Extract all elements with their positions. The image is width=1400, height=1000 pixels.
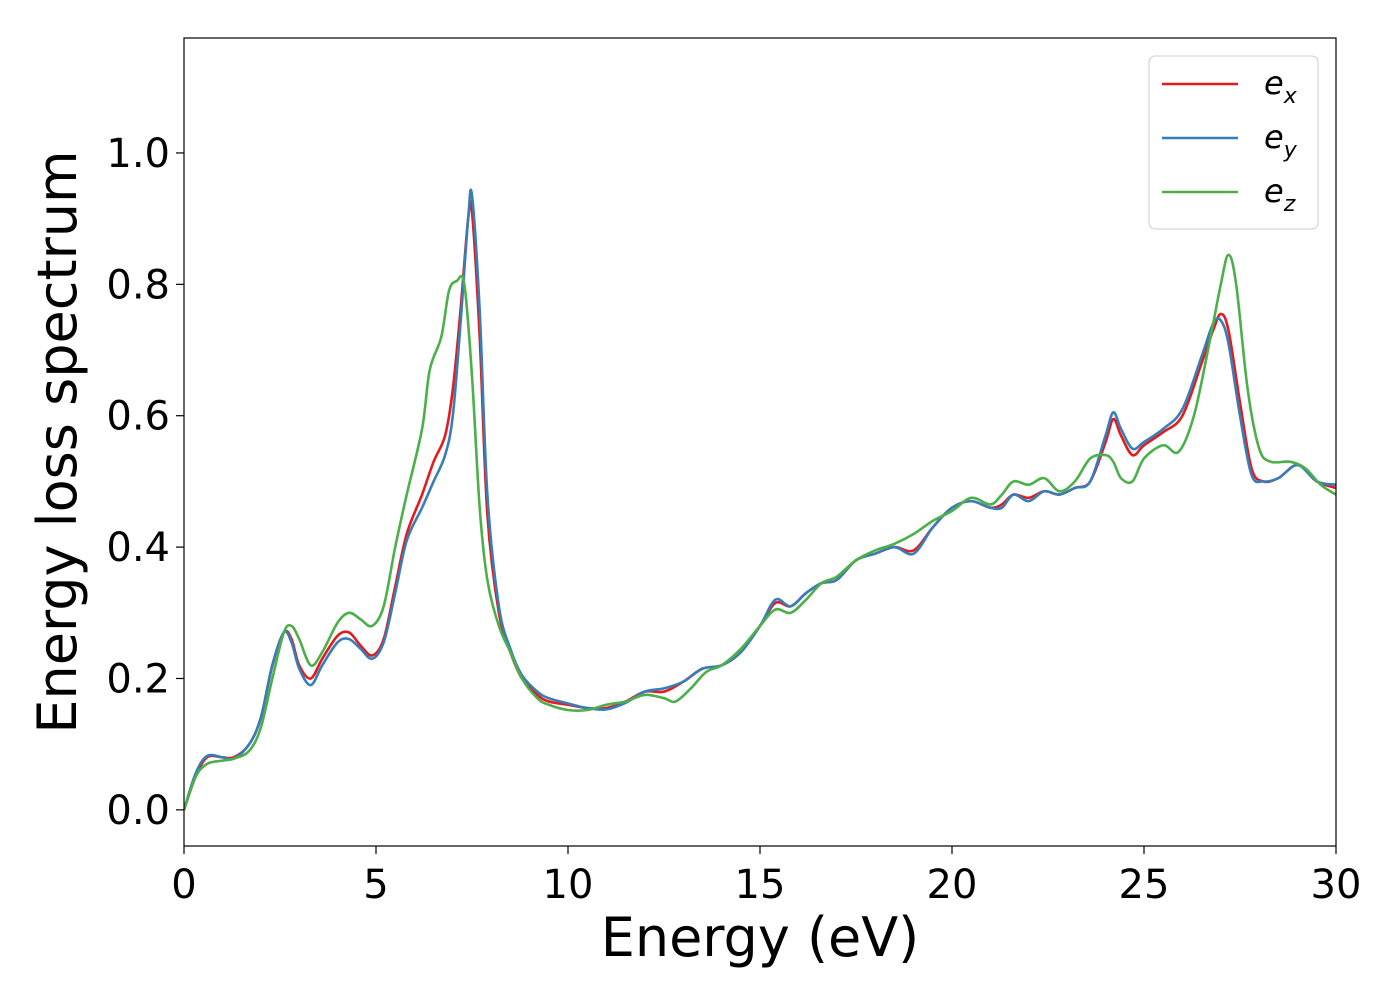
legend-label-ez: ez — [1264, 172, 1296, 217]
y-tick-label: 0.8 — [106, 262, 170, 308]
series-line-ez — [184, 253, 1336, 811]
series-line-ex — [184, 199, 1336, 811]
legend-label-ex: ex — [1264, 64, 1298, 109]
y-axis-label: Energy loss spectrum — [26, 150, 89, 733]
plot-lines — [184, 188, 1336, 811]
y-tick-label: 0.2 — [106, 656, 170, 702]
y-tick-label: 1.0 — [106, 131, 170, 177]
plot-frame — [183, 37, 1337, 847]
x-tick-label: 15 — [735, 862, 786, 908]
x-tick-label: 20 — [927, 862, 978, 908]
series-line-ey — [184, 188, 1336, 811]
x-tick-label: 25 — [1119, 862, 1170, 908]
y-tick-label: 0.4 — [106, 525, 170, 571]
legend-box — [1148, 55, 1319, 230]
x-tick-label: 10 — [543, 862, 594, 908]
legend-label-ey: ey — [1264, 118, 1298, 163]
x-axis-label: Energy (eV) — [601, 906, 920, 969]
y-tick-label: 0.6 — [106, 394, 170, 440]
x-tick-label: 0 — [171, 862, 196, 908]
x-tick-label: 30 — [1311, 862, 1362, 908]
axis-ticks: 0 5 10 15 20 25 30 0.0 0.2 0.4 0.6 0.8 1.0 — [106, 131, 1361, 908]
y-tick-label: 0.0 — [106, 788, 170, 834]
x-tick-label: 5 — [363, 862, 388, 908]
legend: ex ey ez — [1148, 55, 1319, 230]
